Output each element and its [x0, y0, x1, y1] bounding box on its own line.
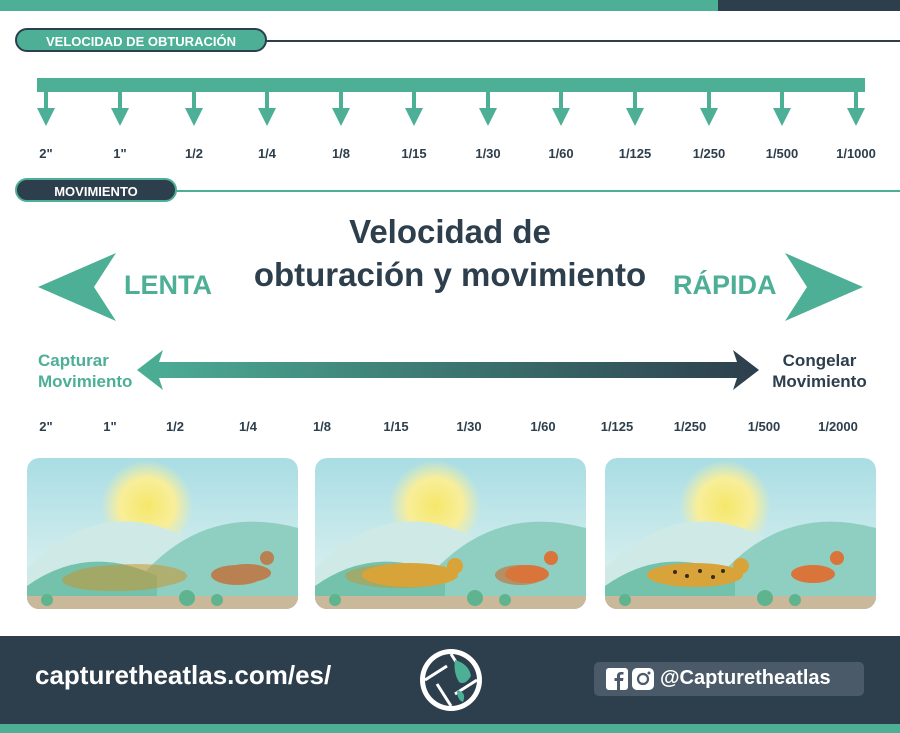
tick-label: 1/500 [747, 419, 781, 434]
scene-slow-blurred [27, 458, 298, 609]
cheetah-icon [345, 558, 463, 588]
facebook-icon[interactable] [606, 668, 628, 690]
scale-arrow-stem [192, 90, 196, 114]
scale-arrow-head-icon [111, 108, 129, 126]
tick-label: 1/15 [401, 146, 427, 161]
scale-arrow-stem [412, 90, 416, 114]
scale-arrow-head-icon [37, 108, 55, 126]
fast-arrow-icon [785, 253, 863, 321]
scale-arrow-stem [633, 90, 637, 114]
tick-label: 1/4 [257, 146, 277, 161]
website-link[interactable]: capturetheatlas.com/es/ [35, 660, 332, 690]
scale-arrow-stem [854, 90, 858, 114]
gazelle-icon [791, 551, 844, 583]
freeze-line-1: Congelar [782, 351, 857, 370]
capture-motion-label: Capturar Movimiento [38, 350, 132, 392]
movement-label: MOVIMIENTO [54, 184, 138, 199]
instagram-icon[interactable] [632, 668, 654, 690]
scale-bar [37, 78, 865, 92]
social-handle[interactable]: @Capturetheatlas [660, 667, 831, 689]
slow-arrow-icon [38, 253, 116, 321]
capture-freeze-double-arrow-icon [137, 350, 759, 390]
tick-label: 1/125 [600, 419, 634, 434]
tick-label: 2" [39, 146, 53, 161]
tick-label: 1/60 [530, 419, 556, 434]
tick-label: 1" [113, 146, 127, 161]
gazelle-icon [495, 551, 558, 585]
tick-label: 1/2 [184, 146, 204, 161]
page-title: Velocidad de obturación y movimiento [230, 210, 670, 296]
tick-label: 1/2000 [818, 419, 858, 434]
shutter-scale-bar [37, 78, 865, 126]
capture-the-atlas-logo-icon [420, 649, 482, 711]
footer-accent-bar [0, 724, 900, 733]
tick-label: 1/250 [673, 419, 707, 434]
scale-arrow-stem [44, 90, 48, 114]
tick-label: 1/500 [765, 146, 799, 161]
blurred-gazelle-icon [211, 551, 274, 585]
movement-pill: MOVIMIENTO [15, 178, 177, 202]
tick-label: 1/8 [312, 419, 332, 434]
capture-line-2: Movimiento [38, 372, 133, 391]
tick-label: 1/2 [165, 419, 185, 434]
fast-label: RÁPIDA [673, 270, 777, 300]
title-line-1: Velocidad de [349, 213, 551, 250]
tick-label: 2" [39, 419, 53, 434]
top-accent-bar-teal [0, 0, 718, 11]
blurred-cheetah-icon [62, 564, 187, 591]
tick-label: 1/125 [618, 146, 652, 161]
scale-arrow-head-icon [700, 108, 718, 126]
tick-label: 1/8 [331, 146, 351, 161]
scale-arrow-stem [118, 90, 122, 114]
tick-label: 1/30 [475, 146, 501, 161]
scale-arrow-head-icon [626, 108, 644, 126]
freeze-motion-label: Congelar Movimiento [762, 350, 877, 392]
scene-medium-motion [315, 458, 586, 609]
freeze-line-2: Movimiento [772, 372, 867, 391]
scale-arrow-stem [265, 90, 269, 114]
scale-arrow-head-icon [258, 108, 276, 126]
capture-line-1: Capturar [38, 351, 109, 370]
scale-arrow-head-icon [479, 108, 497, 126]
tick-label: 1/30 [456, 419, 482, 434]
scale-arrow-head-icon [185, 108, 203, 126]
scale-arrow-stem [707, 90, 711, 114]
section-rule-shutter [160, 40, 900, 42]
tick-label: 1/1000 [836, 146, 876, 161]
cheetah-icon [647, 558, 749, 587]
scale-arrow-head-icon [773, 108, 791, 126]
scale-arrow-stem [339, 90, 343, 114]
slow-label: LENTA [124, 270, 212, 300]
title-line-2: obturación y movimiento [253, 256, 647, 293]
scale-arrow-stem [780, 90, 784, 114]
top-accent-bar-dark [718, 0, 900, 11]
scale-arrow-head-icon [552, 108, 570, 126]
shutter-speed-pill: VELOCIDAD DE OBTURACIÓN [15, 28, 267, 52]
tick-label: 1/4 [238, 419, 258, 434]
scale-arrow-head-icon [332, 108, 350, 126]
scale-arrow-head-icon [405, 108, 423, 126]
tick-label: 1" [103, 419, 117, 434]
tick-label: 1/60 [548, 146, 574, 161]
scene-fast-frozen [605, 458, 876, 609]
shutter-speed-label: VELOCIDAD DE OBTURACIÓN [46, 34, 236, 49]
tick-label: 1/15 [383, 419, 409, 434]
tick-label: 1/250 [692, 146, 726, 161]
scale-arrow-stem [486, 90, 490, 114]
section-rule-movement [160, 190, 900, 192]
scale-arrow-stem [559, 90, 563, 114]
scale-arrow-head-icon [847, 108, 865, 126]
